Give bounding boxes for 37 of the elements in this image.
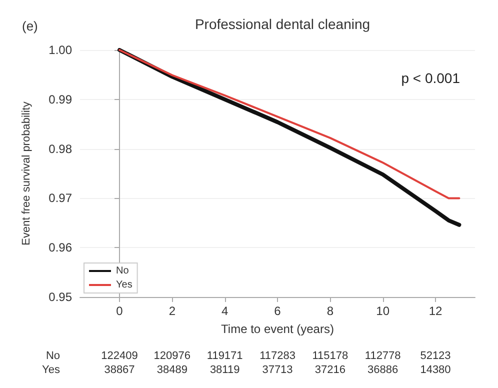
text: 36886 (368, 364, 398, 376)
x-tick-label: 6 (274, 304, 282, 318)
text: No (46, 350, 60, 362)
text: (e) (22, 18, 38, 34)
x-tick-label: 0 (116, 304, 124, 318)
text: Yes (42, 364, 60, 376)
text: 38867 (104, 364, 135, 376)
text: 37713 (262, 364, 293, 376)
annotation: p < 0.001 (401, 70, 460, 86)
text: 117283 (260, 350, 296, 362)
text: 120976 (154, 350, 191, 362)
y-tick-label: 0.99 (48, 92, 72, 106)
text: 122409 (101, 350, 138, 362)
x-tick-label: 4 (221, 304, 228, 318)
text: 14380 (420, 364, 451, 376)
x-axis-title: Time to event (years) (221, 322, 334, 336)
line-series (118, 49, 460, 200)
chart-title: Professional dental cleaning (194, 16, 370, 32)
x-tick-label: 12 (428, 304, 442, 318)
y-tick-label: 1.00 (48, 43, 72, 57)
y-tick-label: 0.97 (48, 191, 72, 206)
x-tick-label: 2 (168, 304, 176, 318)
y-tick-label: 0.98 (48, 142, 72, 156)
text: 112778 (364, 350, 401, 362)
text: 37216 (314, 364, 346, 376)
x-tick-label: 10 (376, 304, 390, 318)
text: 115178 (312, 350, 348, 362)
y-axis-title: Event free survival probability (20, 101, 32, 246)
legend-label: No (116, 266, 130, 276)
y-tick-label: 0.96 (48, 240, 72, 255)
text: 38489 (156, 364, 188, 376)
legend-label: Yes (116, 280, 132, 290)
text: 52123 (420, 350, 451, 362)
y-tick-label: 0.95 (48, 290, 72, 304)
text: 119171 (206, 350, 243, 362)
text: 38119 (210, 364, 240, 376)
x-tick-label: 8 (326, 304, 334, 318)
